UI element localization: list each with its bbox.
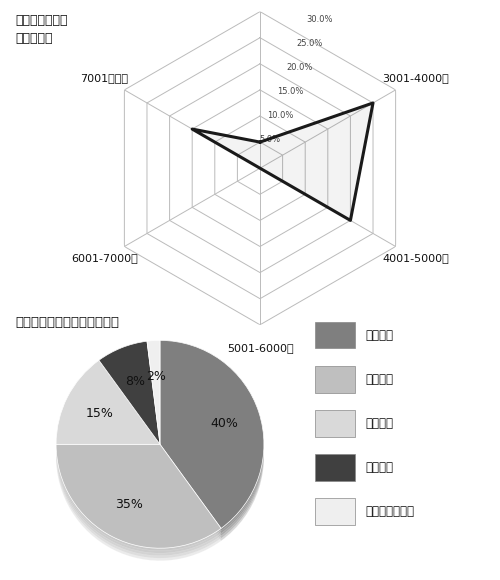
Wedge shape bbox=[160, 348, 264, 536]
Text: 一周一次: 一周一次 bbox=[366, 373, 394, 386]
Bar bbox=[315, 410, 354, 437]
Wedge shape bbox=[99, 344, 160, 447]
Wedge shape bbox=[56, 444, 221, 548]
Wedge shape bbox=[56, 373, 160, 457]
Wedge shape bbox=[160, 343, 264, 531]
Bar bbox=[315, 366, 354, 393]
Wedge shape bbox=[160, 353, 264, 541]
Text: 一月一次: 一月一次 bbox=[366, 461, 394, 474]
Text: 15%: 15% bbox=[86, 407, 114, 420]
Wedge shape bbox=[56, 444, 221, 548]
Wedge shape bbox=[56, 362, 160, 447]
Text: 比一月一次更久: 比一月一次更久 bbox=[366, 505, 414, 518]
Wedge shape bbox=[160, 340, 264, 528]
Wedge shape bbox=[160, 345, 264, 534]
Wedge shape bbox=[147, 340, 160, 444]
Wedge shape bbox=[56, 447, 221, 551]
Text: 8%: 8% bbox=[125, 375, 145, 388]
Wedge shape bbox=[147, 340, 160, 444]
Wedge shape bbox=[56, 360, 160, 444]
Wedge shape bbox=[160, 340, 264, 528]
Text: 月收入水平: 月收入水平 bbox=[15, 32, 52, 45]
Wedge shape bbox=[147, 343, 160, 447]
Text: 盐田受访消费者: 盐田受访消费者 bbox=[15, 14, 68, 27]
Bar bbox=[315, 454, 354, 481]
Wedge shape bbox=[147, 353, 160, 457]
Wedge shape bbox=[99, 341, 160, 444]
Bar bbox=[315, 498, 354, 525]
Polygon shape bbox=[192, 103, 373, 220]
Wedge shape bbox=[56, 368, 160, 452]
Wedge shape bbox=[147, 348, 160, 452]
Wedge shape bbox=[56, 370, 160, 454]
Wedge shape bbox=[160, 350, 264, 538]
Wedge shape bbox=[56, 454, 221, 558]
Text: 盐田受访卷烟消费者购烟频率: 盐田受访卷烟消费者购烟频率 bbox=[15, 316, 119, 329]
Wedge shape bbox=[56, 450, 221, 553]
Wedge shape bbox=[99, 349, 160, 452]
Wedge shape bbox=[56, 365, 160, 450]
Wedge shape bbox=[147, 350, 160, 454]
Wedge shape bbox=[99, 351, 160, 454]
Text: 半月一次: 半月一次 bbox=[366, 417, 394, 430]
Wedge shape bbox=[99, 354, 160, 457]
Wedge shape bbox=[56, 452, 221, 556]
Bar bbox=[315, 322, 354, 349]
Wedge shape bbox=[147, 345, 160, 450]
Text: 一日一次: 一日一次 bbox=[366, 329, 394, 342]
Text: 40%: 40% bbox=[210, 417, 238, 430]
Wedge shape bbox=[99, 346, 160, 450]
Wedge shape bbox=[99, 341, 160, 444]
Wedge shape bbox=[56, 360, 160, 444]
Wedge shape bbox=[56, 457, 221, 561]
Text: 35%: 35% bbox=[116, 498, 143, 511]
Text: 2%: 2% bbox=[146, 371, 166, 383]
